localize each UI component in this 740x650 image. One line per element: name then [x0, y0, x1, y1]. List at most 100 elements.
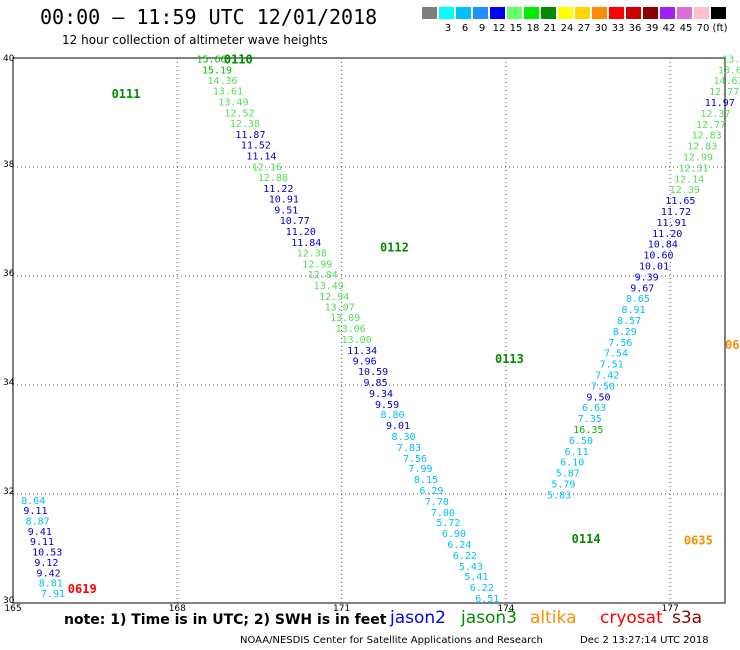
color-scale-label: 27	[577, 23, 591, 34]
pass-time-label: 0110	[224, 52, 253, 66]
wave-height-label: 6.24	[447, 540, 471, 551]
color-swatch	[507, 7, 522, 19]
color-scale-label: (ft)	[712, 23, 728, 34]
wave-height-label: 14.63	[713, 76, 740, 87]
wave-height-label: 9.59	[375, 400, 399, 411]
wave-height-label: 8.30	[391, 432, 415, 443]
color-swatch	[456, 7, 471, 19]
wave-height-label: 5.72	[436, 518, 460, 529]
wave-height-label: 6.22	[470, 583, 494, 594]
wave-height-label: 8.15	[414, 475, 438, 486]
legend-jason2: jason2	[390, 608, 446, 628]
wave-height-label: 12.77	[709, 87, 739, 98]
credit-line: NOAA/NESDIS Center for Satellite Applica…	[240, 635, 543, 646]
wave-height-label: 8.65	[626, 294, 650, 305]
color-swatch	[541, 7, 556, 19]
wave-height-label: 13.07	[325, 302, 355, 313]
wave-height-label: 12.16	[252, 162, 282, 173]
x-tick-label: 165	[4, 604, 21, 614]
wave-height-label: 8.87	[26, 517, 50, 528]
wave-height-label: 9.42	[37, 568, 61, 579]
wave-height-label: 9.50	[586, 392, 610, 403]
color-scale-label: 15	[509, 23, 523, 34]
wave-height-label: 9.34	[369, 389, 393, 400]
pass-time-label: 0114	[572, 532, 601, 546]
generated-timestamp: Dec 2 13:27:14 UTC 2018	[580, 635, 709, 646]
color-swatch	[473, 7, 488, 19]
wave-height-label: 9.85	[364, 378, 388, 389]
legend-jason3: jason3	[461, 608, 517, 628]
wave-height-label: 12.77	[696, 120, 726, 131]
wave-height-label: 9.11	[30, 537, 54, 548]
color-scale-label: 12	[492, 23, 506, 34]
color-scale-label: 42	[662, 23, 676, 34]
wave-height-label: 10.84	[648, 240, 678, 251]
color-swatch	[677, 7, 692, 19]
pass-time-label: 0635	[684, 534, 713, 548]
color-swatch	[660, 7, 675, 19]
wave-height-label: 12.88	[258, 173, 288, 184]
page-title: 00:00 – 11:59 UTC 12/01/2018	[40, 5, 378, 29]
color-swatch	[490, 7, 505, 19]
y-tick-label: 32	[3, 487, 14, 497]
wave-height-label: 7.51	[600, 360, 624, 371]
wave-height-label: 12.37	[700, 109, 730, 120]
legend-s3a: s3a	[672, 608, 703, 628]
wave-height-label: 11.84	[291, 238, 321, 249]
wave-height-label: 11.52	[241, 140, 271, 151]
pass-time-label: 0634	[725, 338, 740, 352]
wave-height-label: 8.81	[39, 579, 63, 590]
color-scale-label: 21	[543, 23, 557, 34]
color-scale-label: 9	[478, 23, 486, 34]
wave-height-label: 10.59	[358, 367, 388, 378]
wave-height-label: 11.20	[652, 229, 682, 240]
color-swatch	[711, 7, 726, 19]
wave-height-label: 12.38	[297, 248, 327, 259]
wave-height-label: 8.80	[381, 410, 405, 421]
x-tick-label: 168	[169, 604, 186, 614]
wave-height-label: 11.97	[705, 98, 735, 109]
wave-height-label: 7.83	[397, 443, 421, 454]
wave-height-label: 9.67	[630, 283, 654, 294]
pass-time-label: 0112	[380, 240, 409, 254]
wave-height-label: 6.51	[475, 594, 499, 605]
wave-height-label: 11.34	[347, 346, 377, 357]
y-tick-label: 34	[3, 378, 15, 388]
wave-height-label: 8.29	[613, 327, 637, 338]
color-scale-label: 18	[526, 23, 540, 34]
wave-height-label: 11.22	[263, 184, 293, 195]
color-swatch	[558, 7, 573, 19]
color-swatch	[524, 7, 539, 19]
wave-height-label: 12.83	[692, 131, 722, 142]
wave-height-label: 13.06	[336, 324, 366, 335]
wave-height-label: 9.96	[353, 356, 377, 367]
page-subtitle: 12 hour collection of altimeter wave hei…	[62, 33, 328, 47]
wave-height-label: 7.42	[595, 370, 619, 381]
x-tick-label: 171	[333, 604, 350, 614]
color-swatch	[626, 7, 641, 19]
color-swatch	[439, 7, 454, 19]
wave-height-label: 5.79	[551, 479, 575, 490]
color-scale-label: 6	[461, 23, 469, 34]
wave-height-label: 7.91	[41, 589, 65, 600]
wave-height-label: 9.11	[23, 506, 47, 517]
color-scale-label: 3	[444, 23, 452, 34]
wave-height-label: 9.01	[386, 421, 410, 432]
wave-height-label: 6.63	[582, 403, 606, 414]
wave-height-label: 12.99	[302, 259, 332, 270]
pass-time-label: 0619	[68, 582, 97, 596]
y-tick-label: 40	[3, 54, 15, 64]
wave-height-label: 13.69	[718, 65, 740, 76]
color-swatch	[422, 7, 437, 19]
footnote: note: 1) Time is in UTC; 2) SWH is in fe…	[64, 612, 387, 628]
wave-height-label: 9.41	[28, 527, 52, 538]
color-swatch	[643, 7, 658, 19]
wave-height-label: 16.35	[573, 425, 603, 436]
color-swatch	[575, 7, 590, 19]
wave-height-label: 12.99	[683, 152, 713, 163]
wave-height-label: 6.29	[419, 486, 443, 497]
wave-height-label: 6.22	[453, 551, 477, 562]
wave-height-label: 11.65	[665, 196, 695, 207]
wave-height-label: 7.99	[408, 464, 432, 475]
